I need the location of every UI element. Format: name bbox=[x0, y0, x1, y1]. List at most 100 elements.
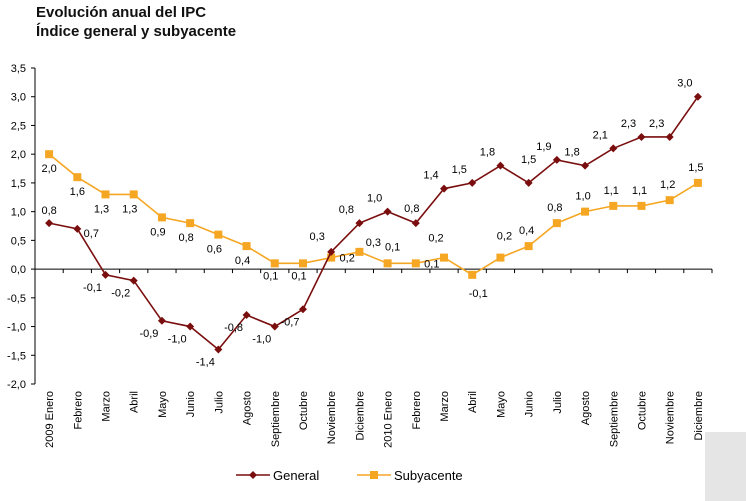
general-point bbox=[298, 305, 307, 314]
x-tick-label: Julio bbox=[552, 391, 564, 414]
x-tick-label: Marzo bbox=[439, 391, 451, 422]
x-tick-label: 2009 Enero bbox=[44, 391, 56, 448]
x-tick-label: Noviembre bbox=[326, 391, 338, 444]
general-point bbox=[383, 207, 392, 216]
x-tick-label: Febrero bbox=[411, 391, 423, 430]
legend-subyacente-marker bbox=[370, 471, 378, 479]
general-data-label: 1,8 bbox=[480, 147, 495, 159]
subyacente-point bbox=[411, 259, 420, 268]
subyacente-data-label: 0,3 bbox=[366, 237, 381, 249]
y-tick-label: -1,5 bbox=[7, 350, 26, 362]
subyacente-point bbox=[552, 219, 561, 228]
y-tick-label: 0,0 bbox=[11, 264, 26, 276]
general-line bbox=[48, 96, 699, 351]
subyacente-point bbox=[298, 259, 307, 268]
subyacente-data-label: -0,1 bbox=[469, 288, 488, 300]
subyacente-point bbox=[45, 150, 54, 159]
x-tick-label: Julio bbox=[213, 391, 225, 414]
subyacente-data-label: 2,0 bbox=[41, 163, 56, 175]
subyacente-data-label: 0,6 bbox=[207, 244, 222, 256]
subyacente-line bbox=[48, 153, 699, 276]
subyacente-data-label: 0,4 bbox=[519, 225, 534, 237]
y-tick-label: 1,5 bbox=[11, 178, 26, 190]
general-point bbox=[270, 322, 279, 331]
subyacente-point bbox=[242, 242, 251, 251]
subyacente-point bbox=[524, 242, 533, 251]
general-point bbox=[440, 184, 449, 193]
general-point bbox=[411, 219, 420, 228]
general-point bbox=[186, 322, 195, 331]
subyacente-data-label: 0,8 bbox=[178, 232, 193, 244]
x-tick-label: Septiembre bbox=[270, 391, 282, 447]
general-data-label: 0,8 bbox=[339, 204, 354, 216]
general-point bbox=[468, 178, 477, 187]
y-tick-label: -1,0 bbox=[7, 322, 26, 334]
subyacente-data-label: 0,2 bbox=[497, 231, 512, 243]
general-point bbox=[242, 311, 251, 320]
x-tick-label: Agosto bbox=[580, 391, 592, 425]
general-data-label: 0,3 bbox=[310, 231, 325, 243]
x-tick-label: Octubre bbox=[298, 391, 310, 430]
subyacente-point bbox=[440, 253, 449, 262]
chart-title: Evolución anual del IPC bbox=[36, 4, 207, 21]
x-tick-label: Marzo bbox=[101, 391, 113, 422]
x-tick-label: Mayo bbox=[157, 391, 169, 418]
subyacente-point bbox=[186, 219, 195, 228]
general-data-label: -1,0 bbox=[252, 334, 271, 346]
x-tick-label: Septiembre bbox=[608, 391, 620, 447]
subyacente-data-label: 1,3 bbox=[122, 203, 137, 215]
subyacente-data-label: 1,3 bbox=[94, 203, 109, 215]
subyacente-point bbox=[581, 207, 590, 216]
subyacente-point bbox=[468, 270, 477, 279]
subyacente-point bbox=[157, 213, 166, 222]
subyacente-data-label: 0,9 bbox=[150, 226, 165, 238]
general-data-label: 1,4 bbox=[423, 170, 438, 182]
y-tick-label: 2,5 bbox=[11, 120, 26, 132]
subyacente-data-label: 0,1 bbox=[385, 241, 400, 253]
general-data-label: 1,0 bbox=[367, 193, 382, 205]
subyacente-point bbox=[214, 230, 223, 239]
subyacente-point bbox=[383, 259, 392, 268]
y-tick-label: 0,5 bbox=[11, 235, 26, 247]
x-tick-label: Agosto bbox=[242, 391, 254, 425]
y-tick-label: 2,0 bbox=[11, 149, 26, 161]
y-tick-label: -0,5 bbox=[7, 293, 26, 305]
x-tick-label: Febrero bbox=[72, 391, 84, 430]
watermark-logo bbox=[705, 432, 746, 501]
x-tick-label: Mayo bbox=[495, 391, 507, 418]
general-data-label: 2,1 bbox=[593, 129, 608, 141]
general-data-label: -0,1 bbox=[83, 282, 102, 294]
general-point bbox=[496, 161, 505, 170]
general-data-label: 1,5 bbox=[521, 154, 536, 166]
subyacente-point bbox=[355, 247, 364, 256]
legend-subyacente-label: Subyacente bbox=[394, 468, 463, 483]
general-point bbox=[157, 316, 166, 325]
subyacente-data-label: 1,0 bbox=[575, 191, 590, 203]
x-tick-label: Junio bbox=[185, 391, 197, 417]
general-data-label: 1,9 bbox=[536, 141, 551, 153]
general-data-label: -1,4 bbox=[196, 357, 215, 369]
general-point bbox=[129, 276, 138, 285]
general-point bbox=[355, 219, 364, 228]
general-point bbox=[637, 132, 646, 141]
general-point bbox=[581, 161, 590, 170]
general-data-label: -0,7 bbox=[280, 316, 299, 328]
subyacente-point bbox=[665, 196, 674, 205]
subyacente-point bbox=[693, 178, 702, 187]
legend-general-marker bbox=[249, 471, 257, 479]
general-data-label: -0,2 bbox=[111, 288, 130, 300]
subyacente-point bbox=[101, 190, 110, 199]
general-point bbox=[524, 178, 533, 187]
subyacente-data-label: 0,1 bbox=[291, 270, 306, 282]
y-tick-label: 3,5 bbox=[11, 63, 26, 75]
legend-general-label: General bbox=[273, 468, 319, 483]
general-point bbox=[101, 270, 110, 279]
subyacente-point bbox=[327, 253, 336, 262]
subyacente-data-label: 1,1 bbox=[604, 185, 619, 197]
general-point bbox=[45, 219, 54, 228]
subyacente-data-label: 0,2 bbox=[340, 253, 355, 265]
general-point bbox=[665, 132, 674, 141]
general-data-label: 0,8 bbox=[404, 203, 419, 215]
general-point bbox=[693, 92, 702, 101]
